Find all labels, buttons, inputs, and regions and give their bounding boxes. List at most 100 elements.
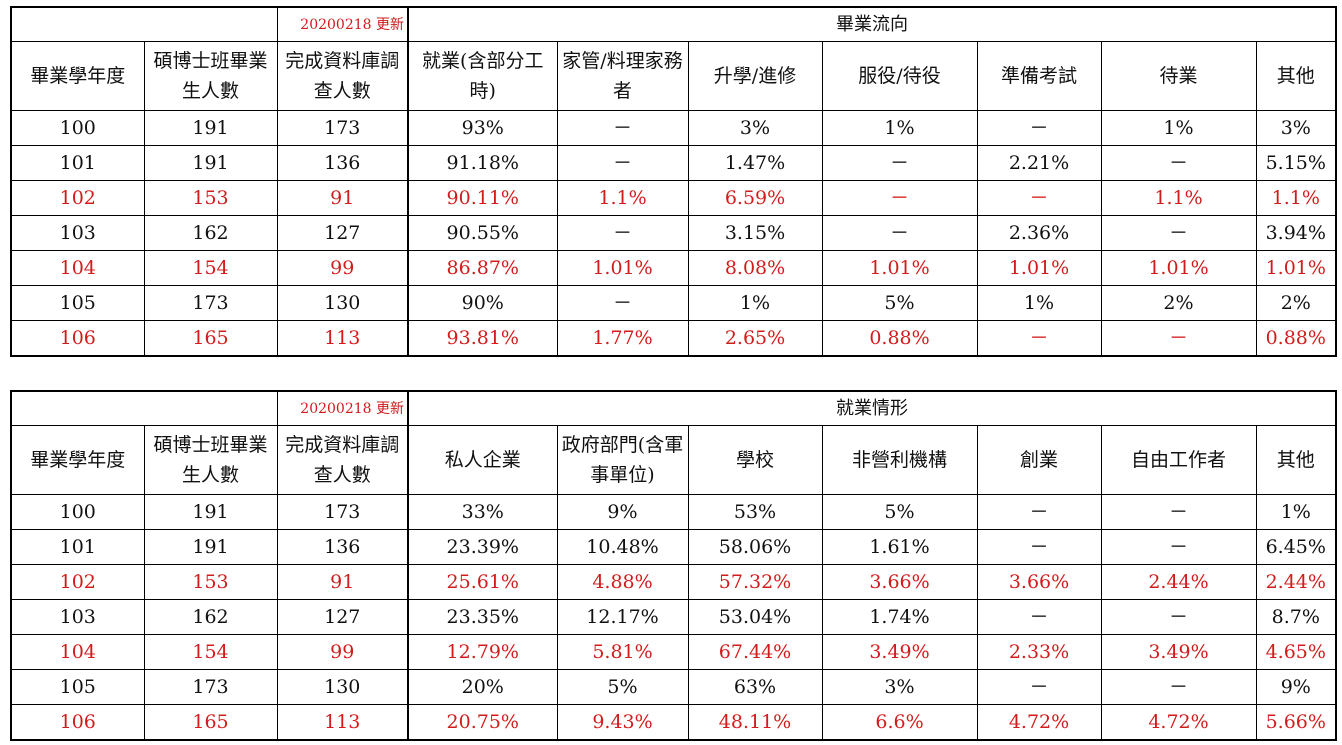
column-header: 其他 <box>1255 41 1337 111</box>
value-cell: 1% <box>976 285 1102 321</box>
value-cell: 5.81% <box>556 634 689 670</box>
graduates-cell: 153 <box>143 180 278 216</box>
update-note: 20200218 更新 <box>276 390 409 426</box>
column-header: 準備考試 <box>976 41 1102 111</box>
table-row: 100 191 173 33% 9% 53% 5% －－ 1% <box>10 494 1337 530</box>
value-cell: － <box>976 529 1102 565</box>
year-cell: 100 <box>10 494 145 530</box>
value-cell: － <box>976 599 1102 635</box>
value-cell: － <box>976 494 1102 530</box>
surveyed-cell: 113 <box>276 704 409 741</box>
value-cell: 8.7% <box>1255 599 1337 635</box>
year-cell: 100 <box>10 110 145 146</box>
value-cell: 90% <box>407 285 558 321</box>
value-cell: 9.43% <box>556 704 689 741</box>
value-cell: － <box>821 145 978 181</box>
surveyed-cell: 127 <box>276 215 409 251</box>
year-cell: 103 <box>10 599 145 635</box>
blank-header-cell <box>10 390 144 426</box>
value-cell: 1.47% <box>687 145 823 181</box>
value-cell: 2% <box>1255 285 1337 321</box>
column-header: 升學/進修 <box>687 41 823 111</box>
surveyed-cell: 130 <box>276 669 409 705</box>
value-cell: 3.49% <box>821 634 978 670</box>
year-cell: 106 <box>10 320 145 357</box>
value-cell: 9% <box>1255 669 1337 705</box>
value-cell: 5.66% <box>1255 704 1337 741</box>
graduates-cell: 162 <box>143 599 278 635</box>
table-row: 103 162 127 90.55% － 3.15% － 2.36% － 3.94% <box>10 215 1337 251</box>
value-cell: 23.39% <box>407 529 558 565</box>
value-cell: 1.01% <box>1255 250 1337 286</box>
value-cell: 1% <box>821 110 978 146</box>
table-row: 100 191 173 93% － 3% 1% － 1% 3% <box>10 110 1337 146</box>
value-cell: － <box>1100 215 1257 251</box>
table-row: 101 191 136 91.18% － 1.47% － 2.21% － 5.15% <box>10 145 1337 181</box>
value-cell: 1.1% <box>1100 180 1257 216</box>
graduate-flow-table: 20200218 更新 畢業流向 畢業學年度 碩博士班畢業生人數 完成資料庫調查… <box>10 6 1338 357</box>
value-cell: 90.55% <box>407 215 558 251</box>
graduates-cell: 162 <box>143 215 278 251</box>
value-cell: 20% <box>407 669 558 705</box>
value-cell: 53% <box>687 494 823 530</box>
value-cell: 6.59% <box>687 180 823 216</box>
value-cell: 10.48% <box>556 529 689 565</box>
value-cell: 3.49% <box>1100 634 1257 670</box>
value-cell: 3.15% <box>687 215 823 251</box>
year-cell: 102 <box>10 180 145 216</box>
value-cell: 1.74% <box>821 599 978 635</box>
surveyed-cell: 91 <box>276 180 409 216</box>
group-title: 就業情形 <box>406 390 1337 426</box>
value-cell: 2.21% <box>976 145 1102 181</box>
value-cell: 5% <box>821 494 978 530</box>
value-cell: 5% <box>556 669 689 705</box>
value-cell: － <box>1100 145 1257 181</box>
value-cell: 53.04% <box>687 599 823 635</box>
value-cell: 63% <box>687 669 823 705</box>
table-row: 104 154 99 86.87% 1.01% 8.08% 1.01% 1.01% 1.01% 1… <box>10 250 1337 286</box>
table-row: 102 153 91 90.11% 1.1% 6.59% －－ 1.1% 1.1% <box>10 180 1337 216</box>
surveyed-cell: 173 <box>276 110 409 146</box>
value-cell: 1.01% <box>976 250 1102 286</box>
value-cell: 2.44% <box>1255 564 1337 600</box>
year-cell: 105 <box>10 669 145 705</box>
value-cell: － <box>556 215 689 251</box>
value-cell: 3% <box>1255 110 1337 146</box>
value-cell: 8.08% <box>687 250 823 286</box>
value-cell: － <box>1100 669 1257 705</box>
value-cell: 20.75% <box>407 704 558 741</box>
column-header: 政府部門(含軍事單位) <box>556 425 689 495</box>
graduates-cell: 173 <box>143 669 278 705</box>
year-cell: 103 <box>10 215 145 251</box>
table-row: 101 191 136 23.39% 10.48% 58.06% 1.61% －－ 6.45% <box>10 529 1337 565</box>
value-cell: 1% <box>687 285 823 321</box>
value-cell: － <box>1100 494 1257 530</box>
table-row: 106 165 113 93.81% 1.77% 2.65% 0.88% －－ 0.88% <box>10 320 1337 357</box>
value-cell: 33% <box>407 494 558 530</box>
year-cell: 101 <box>10 529 145 565</box>
value-cell: － <box>1100 599 1257 635</box>
value-cell: － <box>556 145 689 181</box>
value-cell: 12.17% <box>556 599 689 635</box>
graduates-cell: 165 <box>143 320 278 357</box>
value-cell: － <box>976 110 1102 146</box>
value-cell: 5% <box>821 285 978 321</box>
year-cell: 106 <box>10 704 145 741</box>
value-cell: － <box>821 215 978 251</box>
year-cell: 101 <box>10 145 145 181</box>
value-cell: 1.77% <box>556 320 689 357</box>
value-cell: 6.45% <box>1255 529 1337 565</box>
graduates-cell: 191 <box>143 529 278 565</box>
flow-table-body: 100 191 173 93% － 3% 1% － 1% 3% 101 191 136 91.18% － 1.… <box>10 110 1337 357</box>
blank-header-cell <box>10 6 144 42</box>
value-cell: 4.72% <box>976 704 1102 741</box>
column-header: 非營利機構 <box>821 425 978 495</box>
graduates-cell: 191 <box>143 110 278 146</box>
value-cell: 1% <box>1255 494 1337 530</box>
column-header: 自由工作者 <box>1100 425 1257 495</box>
graduates-cell: 154 <box>143 250 278 286</box>
blank-header-cell <box>144 390 277 426</box>
value-cell: 3% <box>821 669 978 705</box>
column-header: 創業 <box>976 425 1102 495</box>
value-cell: 2.36% <box>976 215 1102 251</box>
